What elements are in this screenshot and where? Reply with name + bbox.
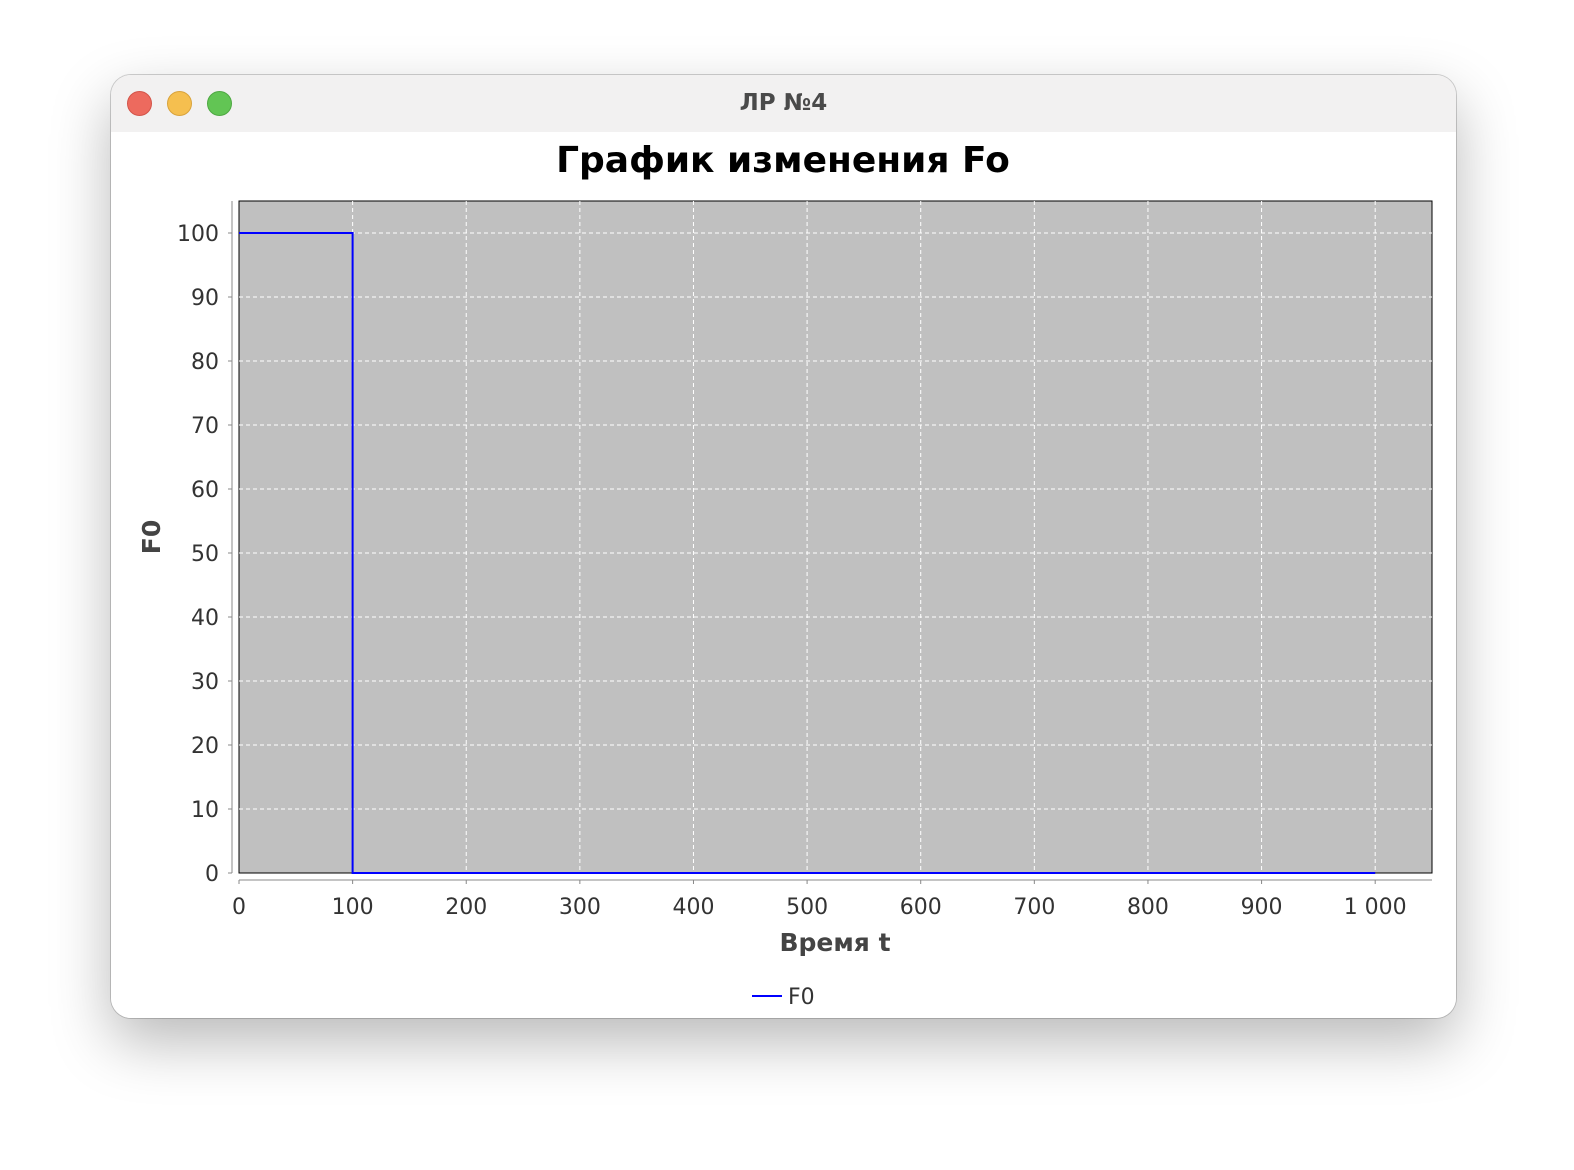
x-tick-label-7: 700	[1013, 895, 1055, 920]
y-tick-label-1: 10	[191, 798, 219, 823]
y-tick-label-3: 30	[191, 670, 219, 695]
x-tick-label-8: 800	[1127, 895, 1169, 920]
zoom-button[interactable]	[207, 91, 232, 116]
y-tick-label-4: 40	[191, 606, 219, 631]
x-tick-label-5: 500	[786, 895, 828, 920]
y-tick-label-0: 0	[205, 862, 219, 887]
legend: F0	[752, 985, 815, 1010]
x-tick-label-6: 600	[900, 895, 942, 920]
y-tick-label-9: 90	[191, 286, 219, 311]
x-tick-label-3: 300	[559, 895, 601, 920]
title-bar[interactable]: ЛР №4	[111, 75, 1456, 133]
y-tick-label-2: 20	[191, 734, 219, 759]
x-tick-label-2: 200	[445, 895, 487, 920]
chart: График изменения Fo 0 10 20 30 40 50 60 70 80 90 1…	[137, 140, 1433, 1010]
y-tick-label-6: 60	[191, 478, 219, 503]
y-axis-label: F0	[137, 520, 166, 554]
x-tick-label-10: 1 000	[1344, 895, 1407, 920]
axes: 0 10 20 30 40 50 60 70 80 90 100 0 100 200 300 400 500 60…	[177, 201, 1432, 920]
series-layer	[239, 232, 1376, 874]
y-tick-label-10: 100	[177, 222, 219, 247]
app-window: ЛР №4 График изменения Fo 0 10 20 30 40 50 60 7…	[111, 75, 1456, 1018]
x-tick-label-9: 900	[1241, 895, 1283, 920]
x-tick-label-1: 100	[332, 895, 374, 920]
legend-label-f0: F0	[788, 985, 815, 1010]
x-tick-label-0: 0	[232, 895, 246, 920]
chart-panel: График изменения Fo 0 10 20 30 40 50 60 70 80 90 1…	[111, 132, 1456, 1018]
y-tick-label-5: 50	[191, 542, 219, 567]
series-line-f0	[239, 232, 1376, 874]
y-tick-label-7: 70	[191, 414, 219, 439]
y-tick-label-8: 80	[191, 350, 219, 375]
x-axis-label: Время t	[779, 928, 890, 957]
chart-title: График изменения Fo	[556, 140, 1010, 181]
close-button[interactable]	[127, 91, 152, 116]
x-tick-label-4: 400	[672, 895, 714, 920]
window-title: ЛР №4	[739, 90, 828, 116]
plot-area	[238, 200, 1433, 874]
minimize-button[interactable]	[167, 91, 192, 116]
